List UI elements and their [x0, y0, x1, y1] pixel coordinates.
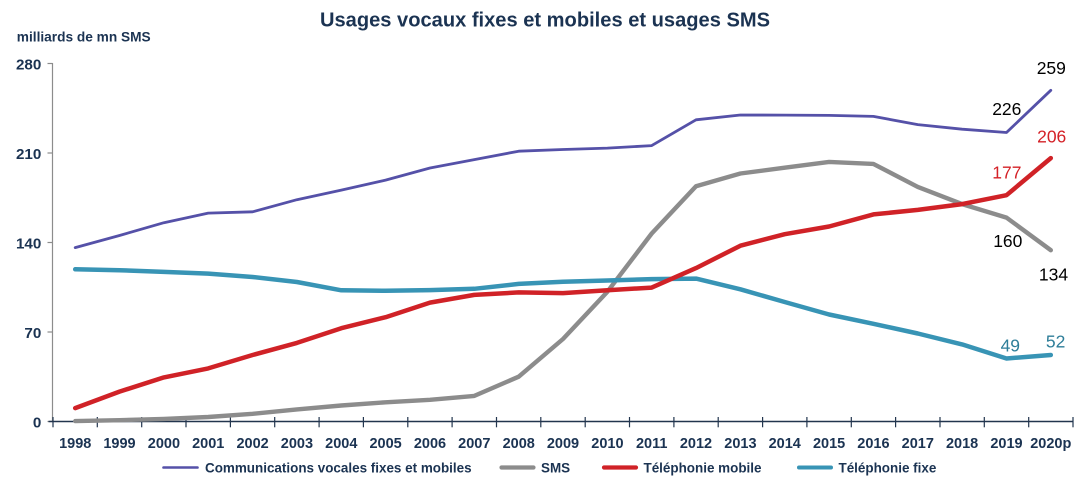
svg-text:49: 49 — [1001, 336, 1020, 356]
svg-text:140: 140 — [16, 236, 41, 253]
svg-text:Téléphonie mobile: Téléphonie mobile — [644, 460, 762, 475]
svg-text:2017: 2017 — [902, 436, 934, 452]
svg-text:2000: 2000 — [148, 436, 180, 452]
svg-text:2006: 2006 — [414, 436, 446, 452]
svg-text:2001: 2001 — [192, 436, 224, 452]
svg-text:Téléphonie fixe: Téléphonie fixe — [839, 460, 937, 475]
svg-text:Usages vocaux fixes et mobiles: Usages vocaux fixes et mobiles et usages… — [320, 10, 770, 32]
svg-text:2016: 2016 — [857, 436, 889, 452]
svg-text:milliards de mn SMS: milliards de mn SMS — [17, 29, 151, 44]
svg-text:2004: 2004 — [325, 436, 357, 452]
svg-text:52: 52 — [1046, 331, 1065, 351]
svg-text:2008: 2008 — [503, 436, 535, 452]
svg-text:2010: 2010 — [591, 436, 623, 452]
svg-text:2019: 2019 — [990, 436, 1022, 452]
svg-text:2009: 2009 — [547, 436, 579, 452]
svg-text:177: 177 — [992, 163, 1021, 183]
svg-text:134: 134 — [1039, 264, 1068, 284]
svg-text:Communications vocales fixes e: Communications vocales fixes et mobiles — [205, 460, 472, 475]
svg-text:2015: 2015 — [813, 436, 845, 452]
svg-text:2013: 2013 — [724, 436, 756, 452]
svg-text:2014: 2014 — [769, 436, 801, 452]
svg-text:70: 70 — [24, 325, 41, 342]
svg-text:1999: 1999 — [103, 436, 135, 452]
svg-text:259: 259 — [1037, 58, 1066, 78]
svg-text:2012: 2012 — [680, 436, 712, 452]
svg-text:SMS: SMS — [541, 460, 570, 475]
svg-text:2018: 2018 — [946, 436, 978, 452]
svg-text:206: 206 — [1037, 126, 1066, 146]
svg-text:0: 0 — [33, 415, 41, 432]
svg-text:160: 160 — [993, 231, 1022, 251]
svg-text:210: 210 — [16, 146, 41, 163]
svg-text:2007: 2007 — [458, 436, 490, 452]
svg-text:226: 226 — [992, 99, 1021, 119]
svg-text:2003: 2003 — [281, 436, 313, 452]
svg-text:1998: 1998 — [59, 436, 91, 452]
svg-text:2011: 2011 — [636, 436, 667, 452]
svg-text:2020p: 2020p — [1030, 436, 1071, 452]
svg-text:2002: 2002 — [236, 436, 268, 452]
svg-text:280: 280 — [16, 57, 41, 74]
svg-text:2005: 2005 — [369, 436, 401, 452]
